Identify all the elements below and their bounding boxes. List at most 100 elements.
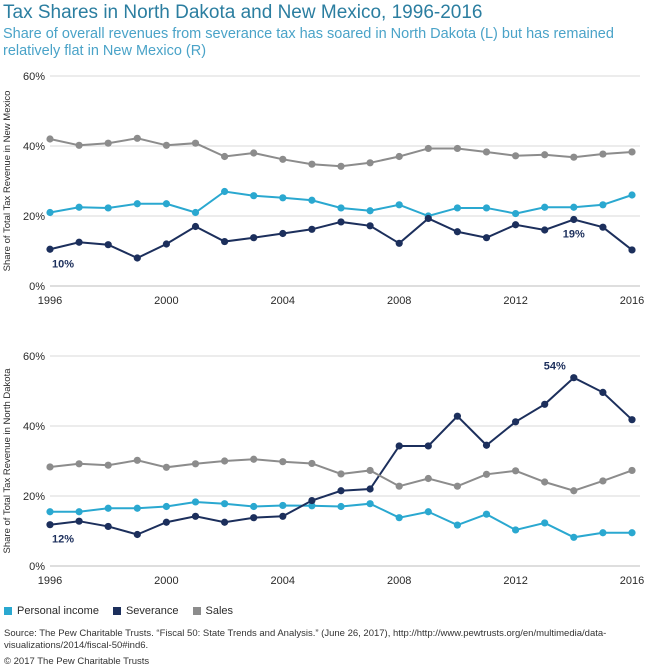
data-point-personal-income <box>541 519 549 527</box>
data-point-personal-income <box>279 501 287 510</box>
data-point-personal-income <box>511 209 520 218</box>
y-axis-label: Share of Total Tax Revenue in New Mexico <box>2 91 13 272</box>
data-point-sales <box>628 466 636 475</box>
legend-item-personal-income: Personal income <box>4 605 99 617</box>
data-point-severance <box>221 237 229 246</box>
data-point-severance <box>279 512 287 520</box>
y-tick-label: 20% <box>23 491 45 503</box>
data-point-personal-income <box>104 204 112 212</box>
data-point-sales <box>628 148 636 156</box>
data-point-severance <box>46 521 54 529</box>
data-label: 54% <box>544 361 566 373</box>
y-tick-label: 40% <box>23 421 45 433</box>
data-point-personal-income <box>221 187 229 196</box>
data-point-severance <box>628 416 636 424</box>
data-point-sales <box>250 455 258 463</box>
data-point-severance <box>453 228 461 236</box>
data-point-sales <box>482 470 491 478</box>
data-point-sales <box>424 144 432 153</box>
legend-swatch-sales <box>192 607 201 615</box>
data-point-severance <box>104 241 112 249</box>
data-point-severance <box>482 441 491 449</box>
data-point-personal-income <box>628 191 636 199</box>
data-point-personal-income <box>250 502 258 511</box>
data-point-sales <box>191 139 200 147</box>
data-point-sales <box>46 135 54 143</box>
data-point-sales <box>104 461 112 469</box>
data-point-personal-income <box>46 508 54 516</box>
data-point-personal-income <box>424 508 432 516</box>
data-point-severance <box>628 246 636 254</box>
data-point-personal-income <box>570 533 578 541</box>
data-point-personal-income <box>541 203 549 211</box>
x-tick-label: 2000 <box>154 295 178 307</box>
data-point-sales <box>250 149 258 157</box>
data-point-sales <box>308 459 316 468</box>
y-tick-label: 60% <box>23 351 45 363</box>
data-point-personal-income <box>337 502 345 511</box>
legend-label-sales: Sales <box>205 605 234 617</box>
data-point-personal-income <box>162 200 170 208</box>
data-point-personal-income <box>482 510 491 518</box>
data-point-personal-income <box>511 526 520 534</box>
data-point-personal-income <box>366 207 374 215</box>
data-point-sales <box>395 152 403 161</box>
x-tick-label: 2008 <box>387 295 411 307</box>
data-point-severance <box>453 412 461 420</box>
data-point-sales <box>221 152 229 161</box>
data-point-severance <box>75 517 83 525</box>
data-point-severance <box>162 518 170 526</box>
data-point-severance <box>570 215 578 224</box>
chart-north-dakota: 0% 20% 40% 60% 1996 2000 2004 2008 2012 2016 Share… <box>2 351 644 587</box>
data-point-personal-income <box>453 204 461 212</box>
y-tick-label: 40% <box>23 141 45 153</box>
legend-label-personal-income: Personal income <box>17 605 99 617</box>
x-tick-label: 2012 <box>503 295 527 307</box>
data-point-severance <box>162 240 170 248</box>
data-point-severance <box>221 518 229 526</box>
data-point-sales <box>308 160 316 168</box>
data-point-sales <box>511 467 520 475</box>
data-point-severance <box>395 239 403 247</box>
data-point-severance <box>75 238 83 246</box>
data-point-sales <box>337 162 345 170</box>
data-point-sales <box>133 134 141 142</box>
y-axis-label: Share of Total Tax Revenue in North Dako… <box>2 368 13 554</box>
data-point-severance <box>308 496 316 505</box>
copyright-note: © 2017 The Pew Charitable Trusts <box>4 656 150 667</box>
data-point-personal-income <box>628 529 636 537</box>
data-point-personal-income <box>104 504 112 512</box>
data-point-sales <box>104 139 112 147</box>
data-point-sales <box>453 144 461 153</box>
data-point-severance <box>104 522 112 531</box>
data-point-sales <box>337 470 345 478</box>
data-point-personal-income <box>570 203 578 211</box>
data-point-sales <box>279 155 287 163</box>
data-point-sales <box>366 466 374 475</box>
data-point-severance <box>250 514 258 522</box>
legend-item-sales: Sales <box>192 605 234 617</box>
data-point-personal-income <box>75 508 83 516</box>
data-point-sales <box>75 460 83 468</box>
legend-label-severance: Severance <box>125 605 179 617</box>
data-point-sales <box>162 463 170 471</box>
data-point-sales <box>453 482 461 490</box>
data-point-severance <box>511 221 520 229</box>
data-point-severance <box>541 226 549 234</box>
data-point-severance <box>424 442 432 450</box>
data-point-severance <box>424 214 432 223</box>
x-tick-label: 2012 <box>503 575 527 587</box>
data-point-personal-income <box>221 500 229 508</box>
data-point-personal-income <box>308 196 316 204</box>
data-point-severance <box>133 530 141 539</box>
data-point-personal-income <box>133 200 141 208</box>
x-tick-label: 2016 <box>620 575 644 587</box>
data-point-severance <box>599 388 607 396</box>
data-point-sales <box>279 458 287 466</box>
data-point-sales <box>541 478 549 486</box>
data-label: 12% <box>52 534 74 546</box>
data-point-sales <box>133 456 141 464</box>
source-note: Source: The Pew Charitable Trusts. “Fisc… <box>4 628 607 651</box>
legend-swatch-personal-income <box>4 607 12 615</box>
x-tick-label: 1996 <box>38 575 62 587</box>
